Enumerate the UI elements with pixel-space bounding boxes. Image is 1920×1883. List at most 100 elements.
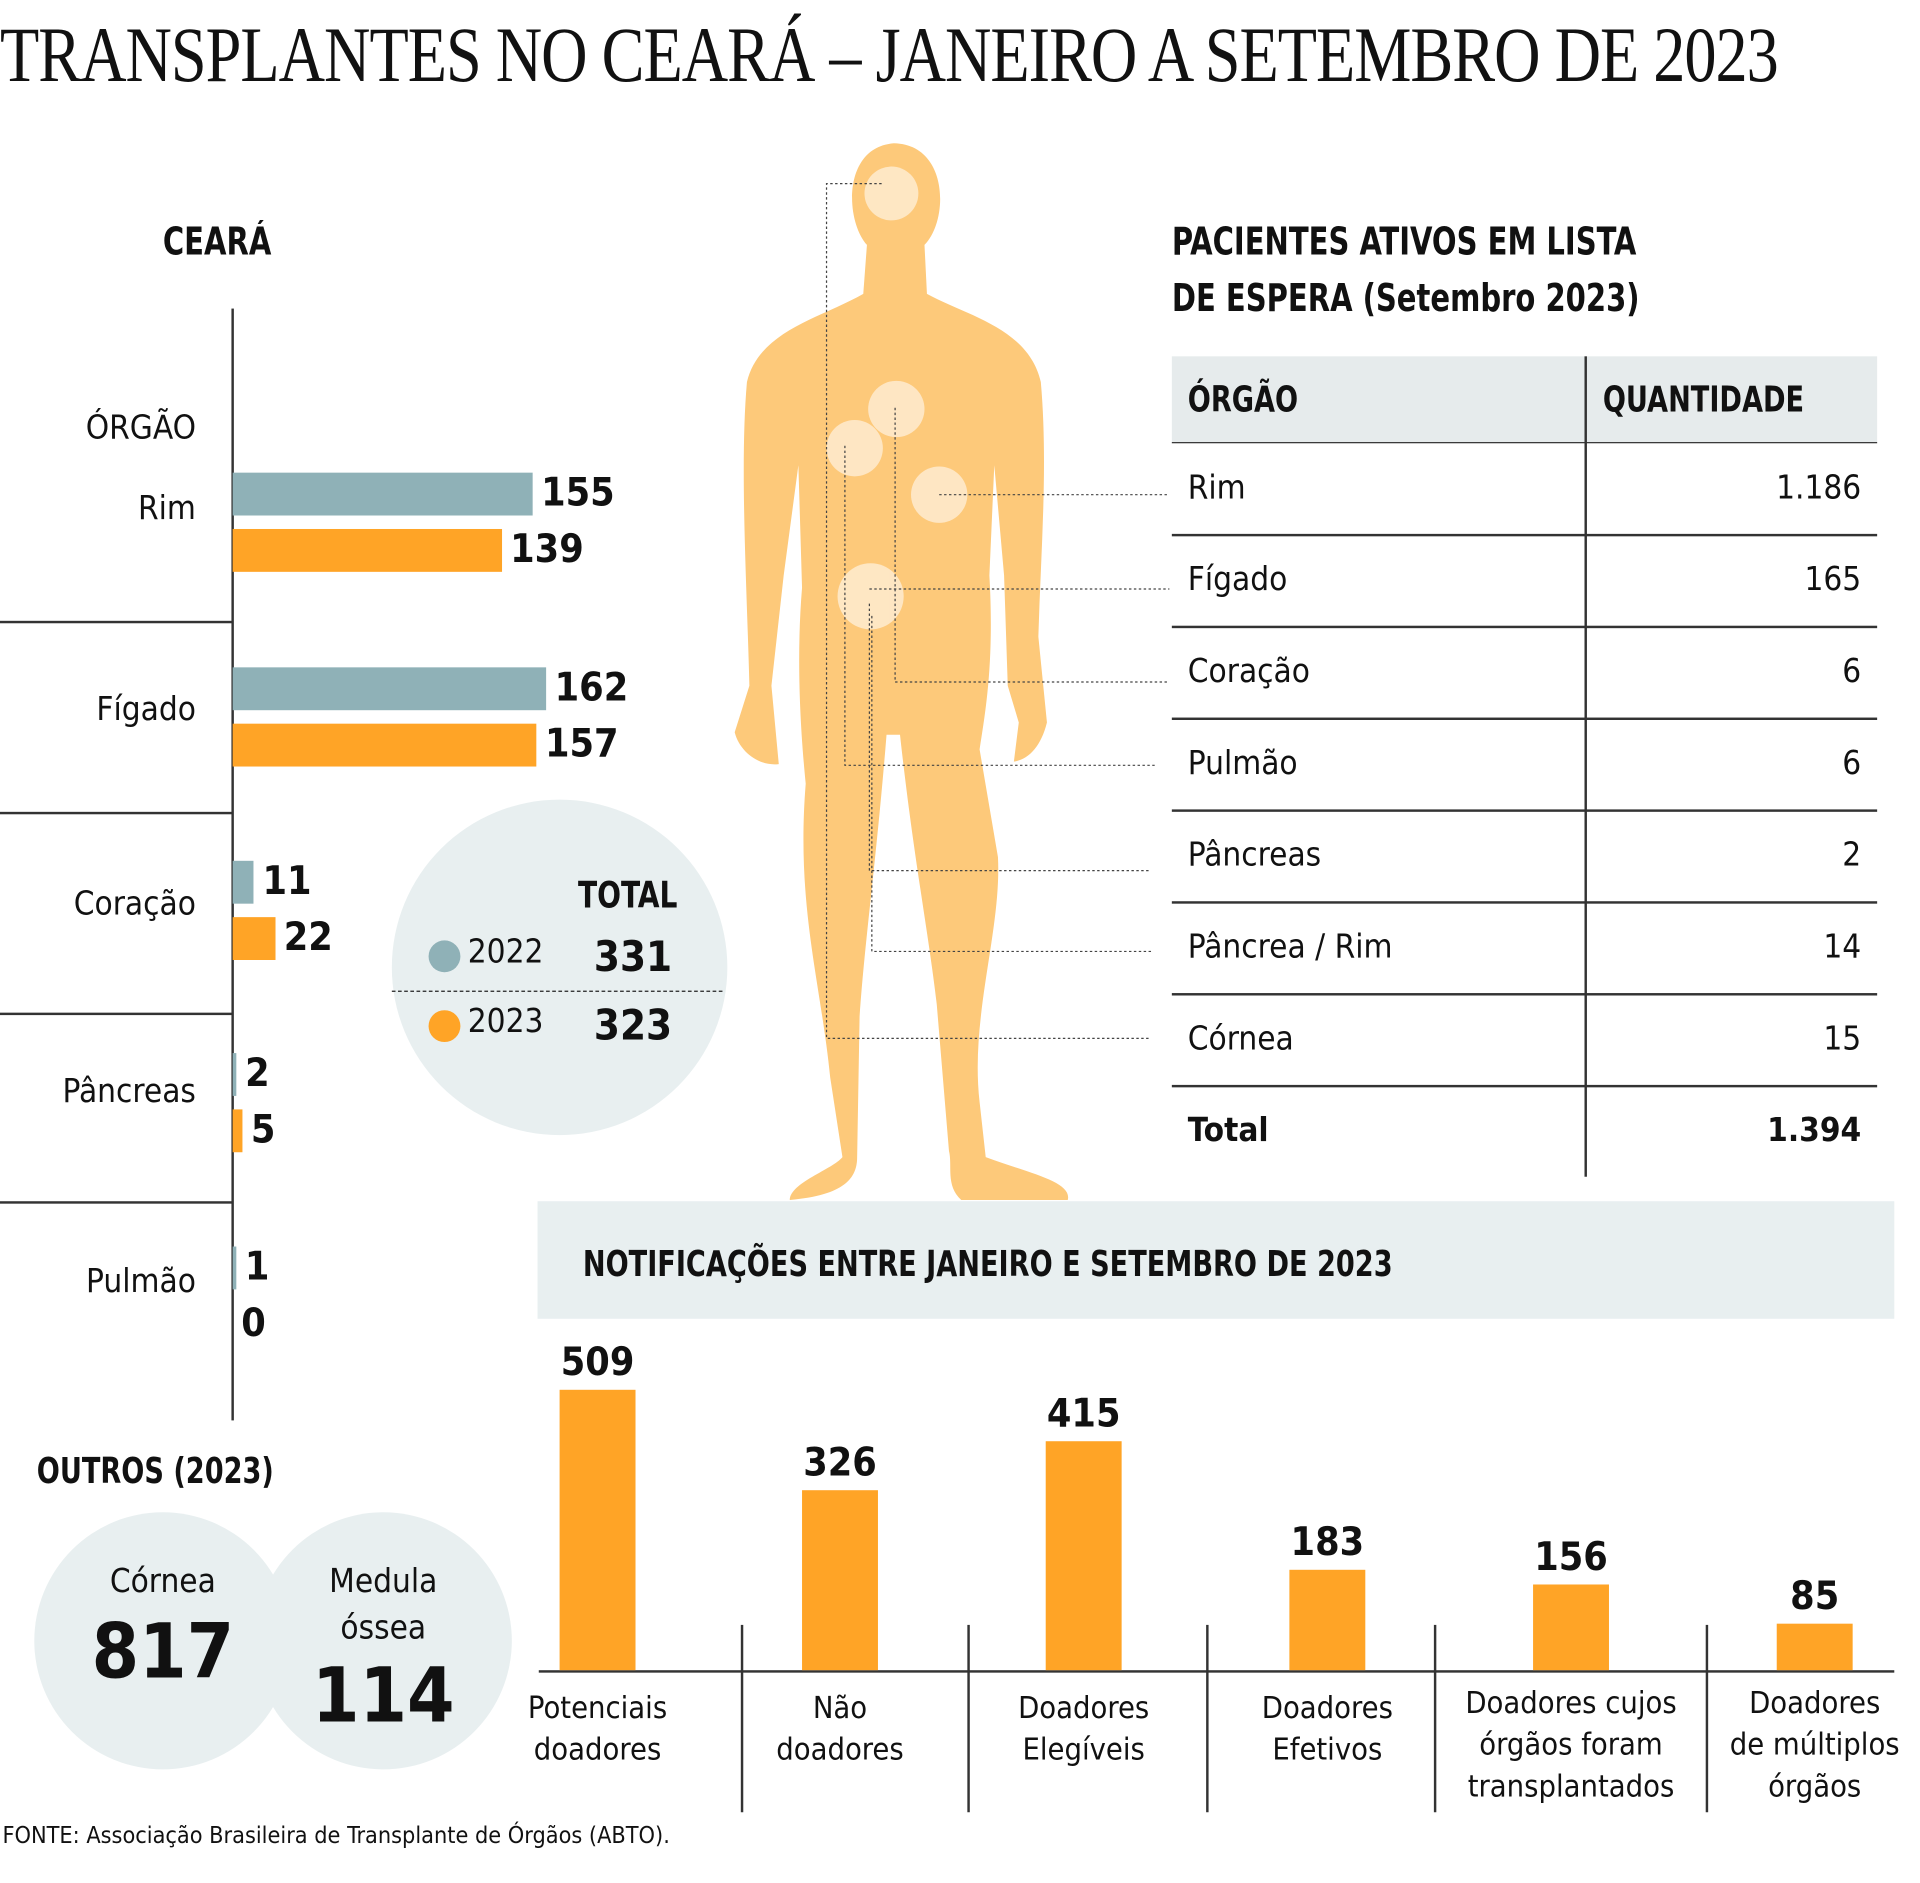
notifications-band [537,1201,1895,1319]
value-2022: 11 [262,857,312,904]
notification-value: 509 [560,1338,635,1385]
notification-bar [1289,1569,1366,1671]
organ-label: Pâncreas [62,1072,196,1111]
table-cell-organ: Pulmão [1187,744,1298,783]
category-label: Doadores [1261,1689,1393,1726]
value-2023: 0 [241,1299,266,1346]
medula-label-line2: óssea [340,1608,427,1647]
leader-cornea [825,183,1152,1039]
category-divider [1206,1624,1208,1813]
category-label: transplantados [1467,1768,1675,1804]
leader-pancrea-rim [871,615,1154,953]
notification-value: 326 [803,1439,877,1486]
table-cell-organ: Fígado [1187,560,1288,599]
category-label: órgãos foram [1479,1726,1663,1763]
category-label: Doadores [1018,1689,1150,1726]
table-row-divider [1171,1084,1878,1087]
table-cell-organ: Pâncrea / Rim [1187,928,1393,967]
legend-dot-2023 [428,1010,461,1043]
category-label: Doadores cujos [1465,1684,1677,1721]
bar-2023 [232,1109,243,1153]
table-cell-organ: Córnea [1187,1020,1294,1058]
outros-heading: OUTROS (2023) [36,1449,274,1492]
axis-line [231,308,234,1421]
table-column-divider [1584,356,1587,1177]
total-2023: 323 [593,1001,673,1051]
category-label: doadores [533,1731,662,1767]
table-cell-quantity: 14 [1823,928,1862,967]
value-2023: 22 [283,913,333,961]
value-2022: 155 [541,468,615,516]
page-title: TRANSPLANTES NO CEARÁ – JANEIRO A SETEMB… [0,11,1779,98]
leader-coracao [894,407,1170,683]
leader-pancreas [868,603,1152,872]
category-label: de múltiplos [1729,1726,1900,1763]
total-2022: 331 [593,933,673,983]
category-label: órgãos [1768,1768,1862,1804]
notification-bar [1533,1584,1609,1671]
notification-value: 415 [1046,1390,1121,1437]
cornea-value: 817 [91,1606,235,1696]
medula-value: 114 [311,1650,455,1741]
organ-marker-heart [868,380,925,438]
category-divider [967,1624,970,1813]
category-divider [740,1624,743,1813]
table-row-divider [1171,993,1878,995]
category-label: Elegíveis [1022,1731,1145,1767]
table-header-organ: ÓRGÃO [1187,378,1299,421]
bar-2022 [232,1053,237,1096]
table-row-divider [1171,717,1878,720]
bar-2022 [232,472,533,516]
value-2023: 157 [544,720,619,767]
table-row-divider [1171,809,1878,812]
category-label: Não [812,1689,868,1726]
organ-label: Fígado [96,690,196,729]
leader-pulmao [844,445,1158,766]
legend-year-2022: 2022 [467,933,544,972]
table-cell-organ: Coração [1187,652,1310,691]
organ-marker-lung [826,420,883,477]
waitlist-title-line1: PACIENTES ATIVOS EM LISTA [1171,220,1637,265]
table-cell-quantity: 6 [1842,652,1862,691]
notification-value: 85 [1790,1571,1840,1619]
notification-bar [1045,1441,1122,1671]
group-separator [0,1012,233,1015]
waitlist-title-line2: DE ESPERA (Setembro 2023) [1171,276,1640,321]
category-label: doadores [776,1731,904,1767]
table-row-divider [1171,625,1878,628]
cornea-label: Córnea [109,1562,216,1601]
table-cell-quantity: 1.186 [1776,468,1862,507]
notification-bar [1776,1623,1853,1671]
category-divider [1433,1624,1436,1813]
category-label: Efetivos [1272,1731,1383,1767]
ceara-heading: CEARÁ [162,220,272,265]
organ-label: Coração [73,885,196,924]
human-silhouette [734,143,1069,1201]
table-cell-organ: Pâncreas [1187,836,1322,875]
organ-column-label: ÓRGÃO [85,408,197,447]
total-label: TOTAL [577,874,678,918]
organ-marker-liver [837,563,904,630]
group-separator [0,1201,233,1204]
organ-label: Rim [138,489,196,528]
category-label: Potenciais [527,1689,668,1726]
notification-value: 156 [1534,1532,1608,1580]
table-cell-quantity: 165 [1804,560,1862,599]
table-header [1171,356,1878,444]
value-2022: 2 [245,1049,270,1096]
table-cell-quantity: 2 [1842,836,1862,875]
table-cell-organ: Rim [1187,468,1246,507]
medula-label-line1: Medula [329,1562,438,1601]
legend-year-2023: 2023 [467,1002,544,1041]
total-divider [391,990,723,992]
notification-bar [559,1389,636,1671]
bar-2023 [232,723,537,767]
organ-marker-cornea [864,166,919,221]
value-2023: 139 [510,525,584,572]
table-cell-quantity: 15 [1823,1020,1862,1058]
organ-marker-kidney [911,466,968,523]
notifications-heading: NOTIFICAÇÕES ENTRE JANEIRO E SETEMBRO DE… [582,1242,1393,1285]
bar-2022 [232,860,254,904]
category-divider [1705,1624,1708,1813]
chart-baseline [538,1670,1895,1673]
